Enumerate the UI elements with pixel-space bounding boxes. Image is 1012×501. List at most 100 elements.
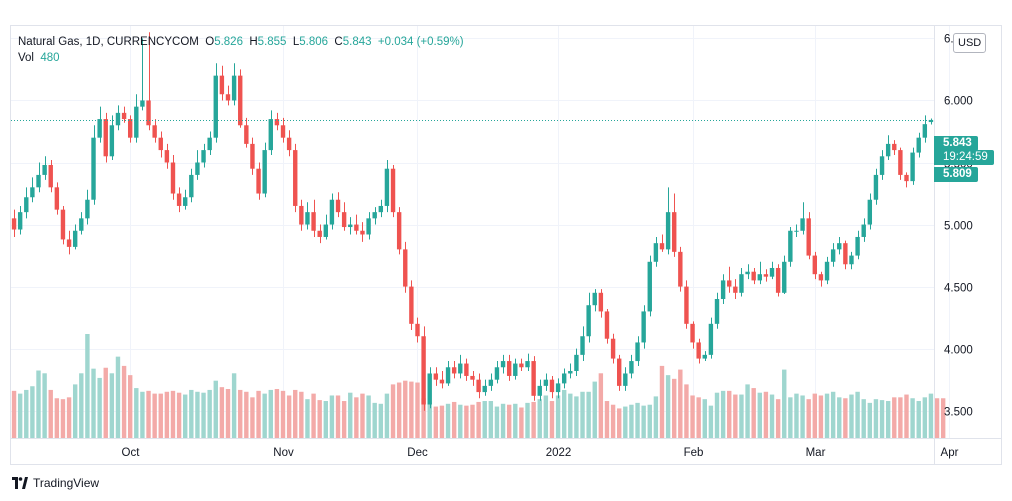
candle[interactable] bbox=[653, 236, 659, 267]
candle[interactable] bbox=[140, 38, 145, 111]
candle[interactable] bbox=[678, 246, 683, 292]
candle[interactable] bbox=[837, 236, 842, 255]
candle[interactable] bbox=[280, 117, 286, 143]
candle[interactable] bbox=[146, 32, 151, 131]
candle[interactable] bbox=[97, 106, 102, 143]
candle[interactable] bbox=[610, 333, 616, 364]
candle[interactable] bbox=[72, 224, 78, 250]
candle[interactable] bbox=[904, 172, 909, 188]
chart-frame[interactable] bbox=[10, 25, 1002, 465]
candle[interactable] bbox=[830, 243, 836, 267]
candle[interactable] bbox=[458, 354, 463, 379]
candle[interactable] bbox=[164, 143, 170, 169]
candle[interactable] bbox=[910, 147, 915, 185]
candle[interactable] bbox=[335, 192, 341, 218]
candle[interactable] bbox=[213, 63, 218, 143]
candle[interactable] bbox=[390, 164, 396, 218]
candle[interactable] bbox=[219, 65, 225, 101]
candle[interactable] bbox=[103, 112, 108, 163]
candle[interactable] bbox=[812, 251, 818, 280]
candle[interactable] bbox=[916, 132, 921, 158]
candle[interactable] bbox=[244, 117, 249, 148]
candle[interactable] bbox=[574, 348, 579, 376]
candle[interactable] bbox=[843, 240, 848, 270]
candle[interactable] bbox=[311, 199, 316, 237]
candle[interactable] bbox=[506, 354, 512, 381]
candle[interactable] bbox=[238, 69, 243, 128]
candle[interactable] bbox=[885, 135, 891, 161]
candle[interactable] bbox=[537, 379, 542, 401]
candle[interactable] bbox=[739, 267, 744, 297]
candle[interactable] bbox=[274, 112, 280, 131]
candle[interactable] bbox=[525, 353, 530, 371]
candle[interactable] bbox=[54, 182, 60, 215]
candle[interactable] bbox=[158, 131, 163, 158]
candle[interactable] bbox=[580, 326, 585, 362]
candle[interactable] bbox=[439, 370, 445, 389]
candle[interactable] bbox=[751, 267, 756, 285]
candle[interactable] bbox=[30, 177, 35, 203]
candle[interactable] bbox=[421, 326, 426, 411]
candle[interactable] bbox=[433, 367, 439, 386]
candle[interactable] bbox=[855, 230, 860, 260]
candle[interactable] bbox=[48, 160, 53, 193]
candle[interactable] bbox=[225, 85, 231, 106]
candle[interactable] bbox=[922, 115, 928, 143]
candle[interactable] bbox=[348, 217, 353, 235]
candle[interactable] bbox=[788, 227, 793, 267]
candle[interactable] bbox=[892, 140, 897, 156]
candle[interactable] bbox=[629, 354, 634, 379]
candle[interactable] bbox=[800, 202, 805, 235]
candle[interactable] bbox=[531, 356, 536, 401]
candle[interactable] bbox=[384, 160, 390, 213]
candle[interactable] bbox=[464, 358, 469, 381]
candle[interactable] bbox=[708, 317, 714, 359]
candle[interactable] bbox=[500, 354, 506, 374]
candle[interactable] bbox=[152, 119, 157, 143]
candle[interactable] bbox=[24, 187, 29, 219]
candle[interactable] bbox=[378, 199, 384, 218]
candle[interactable] bbox=[427, 367, 432, 409]
candle[interactable] bbox=[268, 110, 273, 156]
candle[interactable] bbox=[598, 289, 604, 318]
candle[interactable] bbox=[231, 63, 237, 106]
candle[interactable] bbox=[85, 189, 90, 225]
candle[interactable] bbox=[561, 368, 567, 389]
candle[interactable] bbox=[201, 143, 206, 168]
currency-button[interactable]: USD bbox=[953, 33, 987, 53]
candle[interactable] bbox=[372, 207, 377, 225]
candle[interactable] bbox=[396, 207, 402, 255]
candle[interactable] bbox=[36, 162, 41, 193]
candle[interactable] bbox=[317, 224, 322, 244]
candle[interactable] bbox=[366, 212, 371, 240]
candle[interactable] bbox=[745, 264, 750, 280]
candle[interactable] bbox=[403, 241, 408, 293]
candle[interactable] bbox=[879, 150, 885, 180]
candle[interactable] bbox=[470, 370, 475, 386]
candle[interactable] bbox=[757, 261, 762, 285]
candle[interactable] bbox=[867, 193, 873, 230]
candle[interactable] bbox=[134, 94, 139, 143]
candle[interactable] bbox=[176, 187, 182, 213]
candle[interactable] bbox=[299, 199, 304, 231]
candle[interactable] bbox=[775, 264, 781, 297]
candle[interactable] bbox=[11, 209, 17, 237]
candle[interactable] bbox=[702, 351, 707, 362]
candle[interactable] bbox=[672, 193, 677, 257]
candle[interactable] bbox=[195, 150, 200, 180]
candle[interactable] bbox=[519, 358, 524, 371]
candle[interactable] bbox=[824, 256, 830, 285]
candle[interactable] bbox=[727, 266, 732, 293]
candle[interactable] bbox=[555, 378, 561, 399]
candle[interactable] bbox=[763, 269, 769, 282]
candle[interactable] bbox=[604, 308, 610, 344]
candle[interactable] bbox=[898, 147, 903, 180]
candle[interactable] bbox=[794, 224, 799, 237]
candle[interactable] bbox=[409, 280, 414, 331]
candle[interactable] bbox=[568, 363, 573, 379]
candle[interactable] bbox=[256, 162, 261, 200]
candle[interactable] bbox=[305, 202, 310, 230]
candle[interactable] bbox=[482, 379, 487, 396]
candle[interactable] bbox=[873, 168, 879, 205]
